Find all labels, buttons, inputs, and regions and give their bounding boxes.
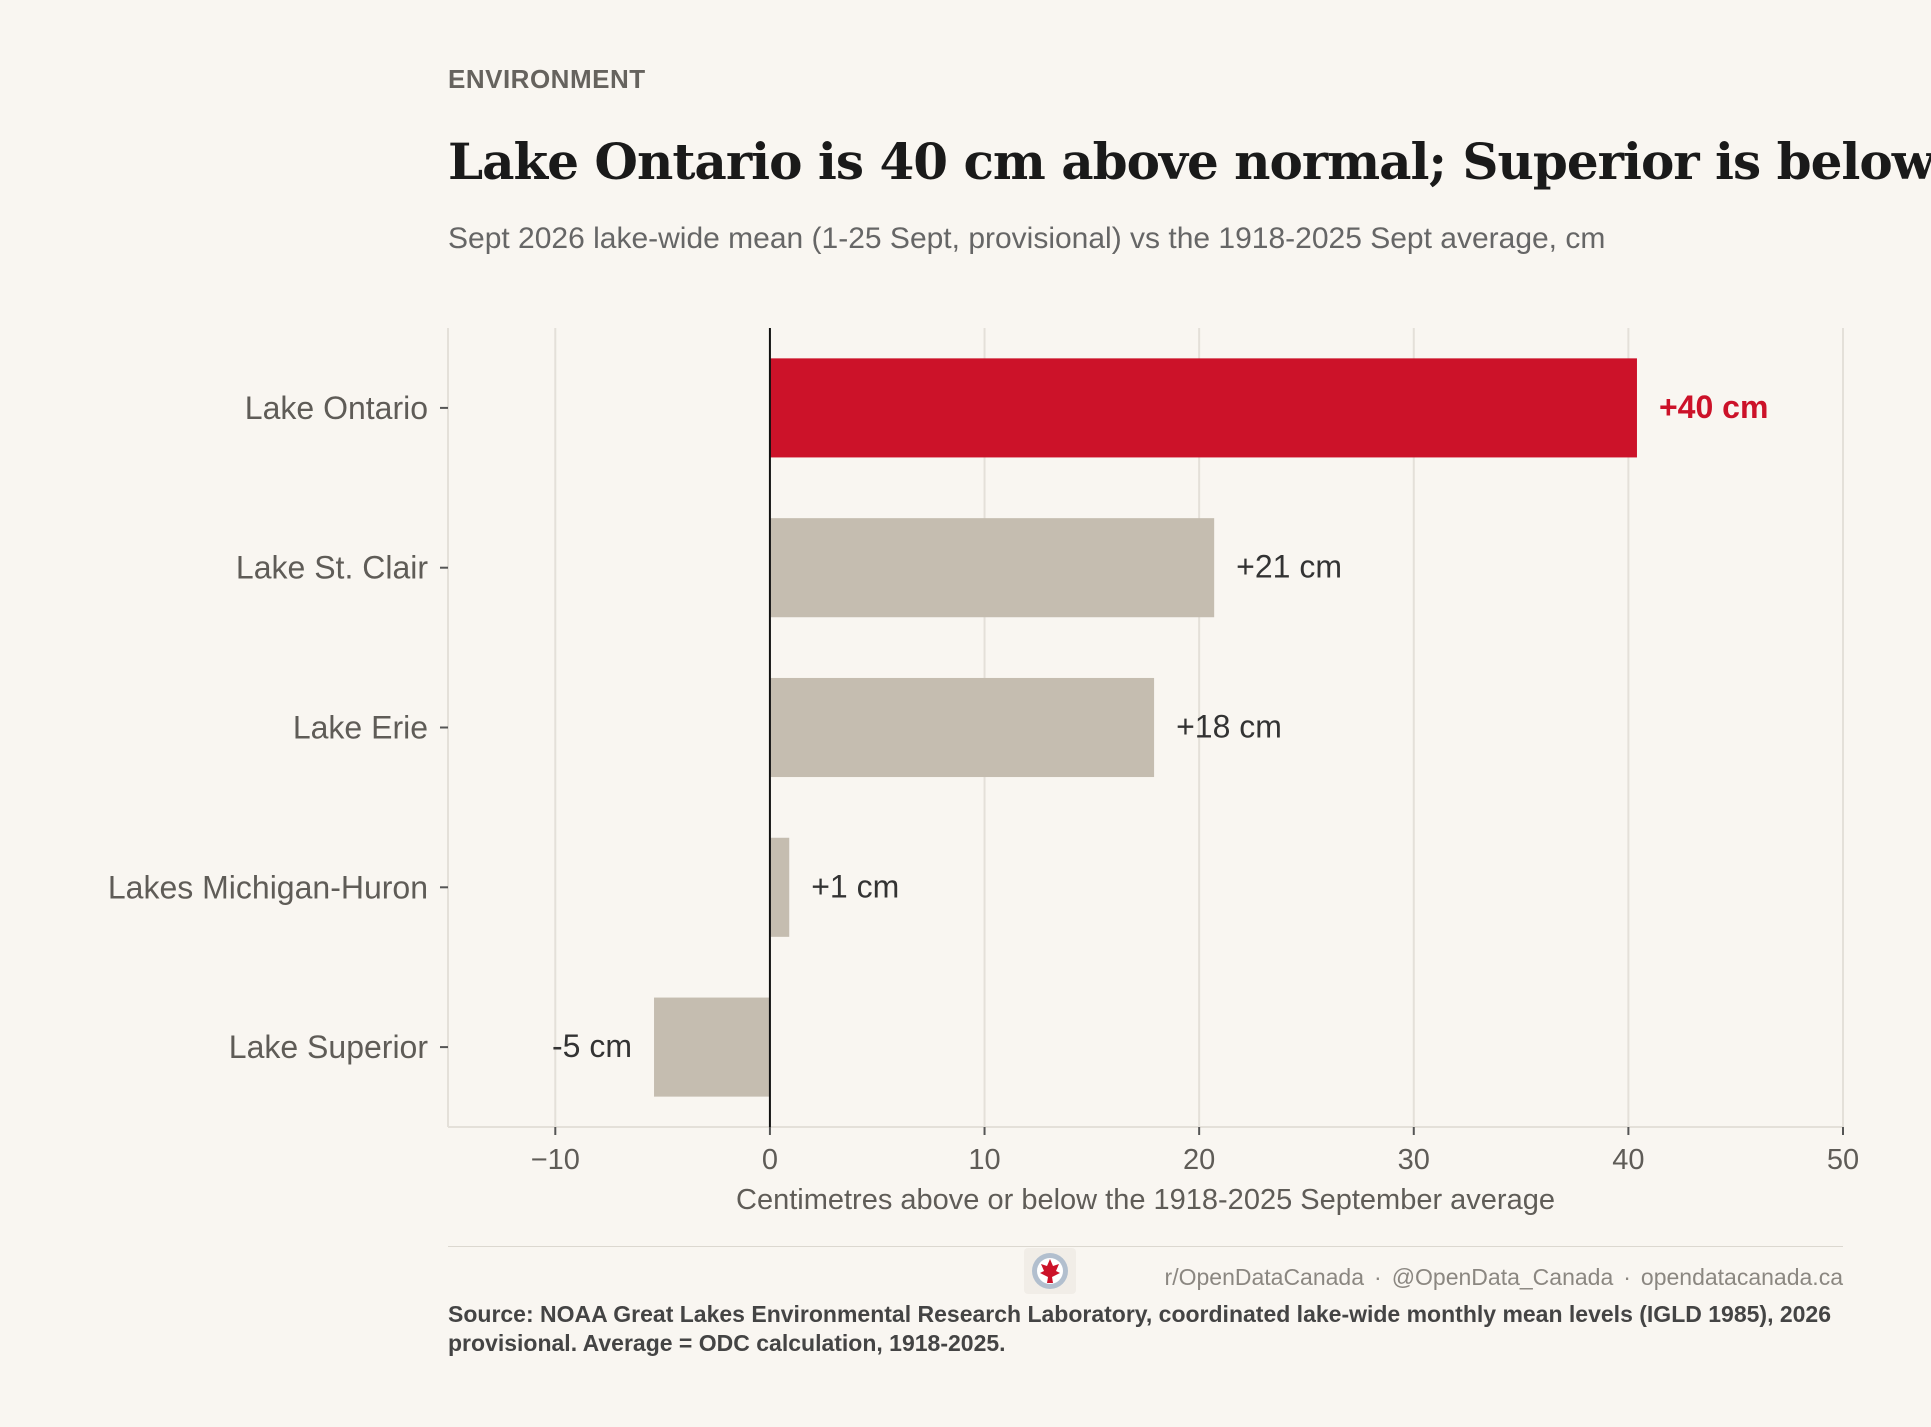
bar	[769, 358, 1637, 458]
credit-twitter: @OpenData_Canada	[1391, 1264, 1614, 1290]
credit-website: opendatacanada.ca	[1640, 1264, 1843, 1290]
data-label: +40 cm	[1659, 389, 1768, 425]
data-label: +21 cm	[1236, 549, 1342, 585]
kicker-label: ENVIRONMENT	[448, 64, 646, 94]
footer-credits: r/OpenDataCanada · @OpenData_Canada · openda…	[1165, 1264, 1843, 1291]
x-tick-label: 0	[762, 1144, 778, 1176]
x-tick-label: 50	[1827, 1144, 1859, 1176]
chart-subtitle: Sept 2026 lake-wide mean (1-25 Sept, pro…	[448, 222, 1606, 255]
x-tick-label: 10	[968, 1144, 1000, 1176]
x-tick-label: −10	[531, 1144, 580, 1176]
bar	[769, 518, 1215, 618]
source-note: Source: NOAA Great Lakes Environmental R…	[448, 1301, 1832, 1356]
axes: Lake Ontario Lake St. Clair Lake Erie Lakes…	[108, 328, 1859, 1176]
bar	[769, 677, 1155, 778]
data-label: +18 cm	[1176, 709, 1282, 745]
credit-separator: ·	[1623, 1264, 1631, 1290]
data-label: +1 cm	[811, 868, 899, 904]
x-tick-label: 40	[1612, 1144, 1644, 1176]
category-label: Lake St. Clair	[236, 550, 428, 586]
footer-divider	[448, 1246, 1843, 1247]
gridlines	[554, 328, 1844, 1127]
chart-title: Lake Ontario is 40 cm above normal; Supe…	[448, 132, 1931, 191]
bar	[654, 997, 770, 1097]
category-label: Lake Ontario	[245, 390, 428, 426]
data-labels: +40 cm +21 cm +18 cm +1 cm -5 cm	[552, 389, 1768, 1064]
open-data-canada-logo-icon	[1024, 1248, 1076, 1294]
bar-chart: Lake Ontario Lake St. Clair Lake Erie Lakes…	[108, 328, 1859, 1216]
data-label: -5 cm	[552, 1028, 632, 1064]
bar	[769, 837, 790, 937]
credit-separator: ·	[1374, 1264, 1382, 1290]
category-label: Lake Erie	[293, 710, 428, 746]
category-label: Lake Superior	[229, 1029, 429, 1065]
category-label: Lakes Michigan-Huron	[108, 869, 428, 905]
x-tick-label: 30	[1398, 1144, 1430, 1176]
x-tick-label: 20	[1183, 1144, 1215, 1176]
bars	[654, 358, 1637, 1097]
x-axis-label: Centimetres above or below the 1918-2025…	[736, 1184, 1555, 1216]
credit-reddit: r/OpenDataCanada	[1164, 1264, 1365, 1290]
